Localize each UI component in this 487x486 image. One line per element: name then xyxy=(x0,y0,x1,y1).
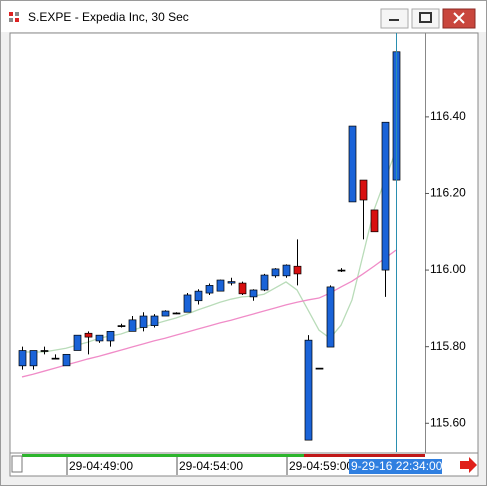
candle-body xyxy=(293,265,302,275)
candle-body xyxy=(161,310,170,317)
candle-body xyxy=(381,121,390,271)
candle-body xyxy=(359,179,368,201)
candle-body xyxy=(106,331,115,342)
y-tick-label: 116.20 xyxy=(430,186,466,200)
candle-body xyxy=(40,350,49,352)
candle-body xyxy=(172,312,181,315)
candle-body xyxy=(326,286,335,348)
candle-body xyxy=(249,289,258,298)
candle-body xyxy=(304,339,313,441)
candle-body xyxy=(183,294,192,313)
y-tick-label: 115.80 xyxy=(430,339,466,353)
scroll-right-arrow[interactable] xyxy=(460,457,477,473)
chart-panel xyxy=(9,32,479,454)
close-button[interactable] xyxy=(442,8,476,29)
window-title: S.EXPE - Expedia Inc, 30 Sec xyxy=(28,10,189,24)
x-tick-label: 29-04:49:00 xyxy=(69,459,133,473)
x-tick-label: 29-04:54:00 xyxy=(179,459,243,473)
x-tick-label: 29-04:59:00 xyxy=(289,459,353,473)
candle-body xyxy=(260,274,269,291)
candle-body xyxy=(348,125,357,203)
scroll-handle[interactable] xyxy=(11,455,23,473)
session-bar xyxy=(22,454,304,457)
cursor-label: 9-29-16 22:34:00 xyxy=(351,459,443,473)
candle-body xyxy=(117,325,126,327)
candle-body xyxy=(51,357,60,360)
candle-body xyxy=(315,367,324,370)
candle-body xyxy=(62,353,71,367)
candle-body xyxy=(337,269,346,272)
y-tick-label: 116.00 xyxy=(430,262,466,276)
minimize-button[interactable] xyxy=(380,8,409,29)
cursor-label-box xyxy=(349,459,442,474)
candle-body xyxy=(29,350,38,367)
app-icon xyxy=(9,12,19,22)
candle-body xyxy=(18,350,27,367)
candle-body xyxy=(150,315,159,326)
y-tick-label: 116.40 xyxy=(430,109,466,123)
candle-body xyxy=(282,264,291,277)
candle-body xyxy=(84,332,93,338)
candle-body xyxy=(139,315,148,328)
candle-body xyxy=(216,279,225,292)
session-bar xyxy=(304,454,425,457)
maximize-button[interactable] xyxy=(411,8,440,29)
candle-body xyxy=(95,334,104,342)
y-tick-label: 115.60 xyxy=(430,415,466,429)
candle-body xyxy=(128,319,137,332)
candle-body xyxy=(271,268,280,277)
candle-body xyxy=(227,281,236,284)
candle-body xyxy=(205,285,214,294)
candle-body xyxy=(370,209,379,233)
candle-body xyxy=(194,290,203,302)
candle-body xyxy=(73,334,82,351)
candle-body xyxy=(238,282,247,295)
